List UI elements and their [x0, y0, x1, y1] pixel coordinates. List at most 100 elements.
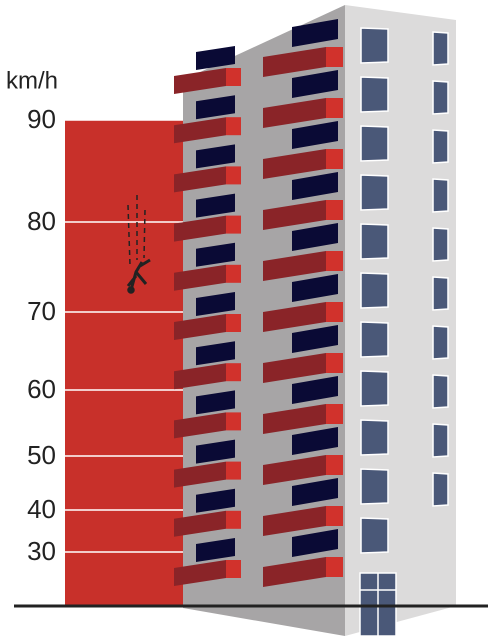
y-tick-label: 80 [27, 206, 56, 236]
window [360, 27, 389, 64]
window [432, 423, 449, 458]
balcony-end [326, 557, 343, 577]
side-window [292, 478, 338, 506]
balcony-end [226, 412, 241, 431]
balcony-end [226, 166, 241, 185]
balcony [174, 510, 226, 537]
window [360, 125, 389, 162]
building [174, 5, 456, 637]
balcony [174, 264, 226, 291]
side-window [196, 390, 235, 415]
balcony [263, 149, 326, 179]
balcony-end [326, 149, 343, 169]
side-window [292, 172, 338, 200]
falling-person [126, 195, 151, 294]
balcony [263, 506, 326, 536]
side-window [196, 144, 235, 169]
window [360, 468, 389, 505]
window [360, 321, 389, 358]
window [360, 419, 389, 456]
motion-line [143, 209, 146, 259]
bar [65, 120, 183, 606]
balcony [263, 98, 326, 128]
balcony-end [226, 68, 241, 86]
balcony-end [226, 461, 241, 480]
balcony-end [226, 314, 241, 332]
balcony-end [326, 506, 343, 526]
balcony [263, 200, 326, 230]
window [432, 178, 449, 213]
y-axis-label: km/h [6, 67, 58, 94]
window [360, 370, 389, 407]
balcony [174, 215, 226, 242]
window [432, 31, 449, 66]
balcony-end [326, 353, 343, 373]
window [432, 325, 449, 360]
person [126, 258, 151, 291]
balcony [263, 302, 326, 332]
balcony-end [326, 98, 343, 118]
balcony [174, 363, 226, 390]
side-window [196, 538, 235, 562]
window [432, 374, 449, 409]
window [360, 174, 389, 211]
window [432, 472, 449, 507]
balcony [174, 560, 226, 586]
balcony [263, 251, 326, 281]
motion-line [127, 204, 131, 266]
side-window [292, 427, 338, 455]
side-window [196, 341, 235, 366]
balcony-end [326, 251, 343, 271]
side-window [196, 95, 235, 120]
window [360, 76, 389, 113]
y-tick-label: 30 [27, 536, 56, 566]
side-window [196, 242, 235, 267]
window [432, 276, 449, 311]
balcony-end [226, 560, 241, 578]
balcony-end [326, 302, 343, 322]
side-window [292, 325, 338, 353]
balcony [174, 412, 226, 439]
balcony [263, 455, 326, 485]
balcony [174, 117, 226, 144]
side-window [292, 70, 338, 98]
balcony-end [326, 200, 343, 220]
side-window [196, 488, 235, 513]
window [360, 517, 389, 554]
person-head [127, 286, 135, 294]
side-window [292, 19, 338, 47]
window [360, 272, 389, 309]
side-window [292, 376, 338, 404]
side-window [292, 223, 338, 251]
side-window [196, 439, 235, 464]
balcony-end [226, 363, 241, 382]
side-window [196, 46, 235, 70]
side-window [196, 292, 235, 316]
balcony-end [226, 215, 241, 234]
balcony [263, 557, 326, 587]
balcony [174, 166, 226, 193]
window [432, 129, 449, 164]
balcony-end [326, 404, 343, 424]
y-tick-label: 60 [27, 374, 56, 404]
balcony-end [226, 510, 241, 529]
window [432, 227, 449, 262]
side-window [292, 529, 338, 557]
balcony [263, 353, 326, 383]
balcony-end [326, 47, 343, 67]
balcony-end [226, 117, 241, 136]
balcony [174, 461, 226, 488]
y-tick-label: 90 [27, 104, 56, 134]
balcony [263, 404, 326, 434]
bar-layer [65, 119, 183, 606]
balcony-end [226, 264, 241, 283]
balcony [174, 314, 226, 340]
y-tick-label: 40 [27, 494, 56, 524]
side-window [292, 121, 338, 149]
y-tick-label: 50 [27, 440, 56, 470]
balcony [263, 47, 326, 77]
side-window [292, 274, 338, 302]
balcony [174, 68, 226, 94]
y-tick-label: 70 [27, 296, 56, 326]
